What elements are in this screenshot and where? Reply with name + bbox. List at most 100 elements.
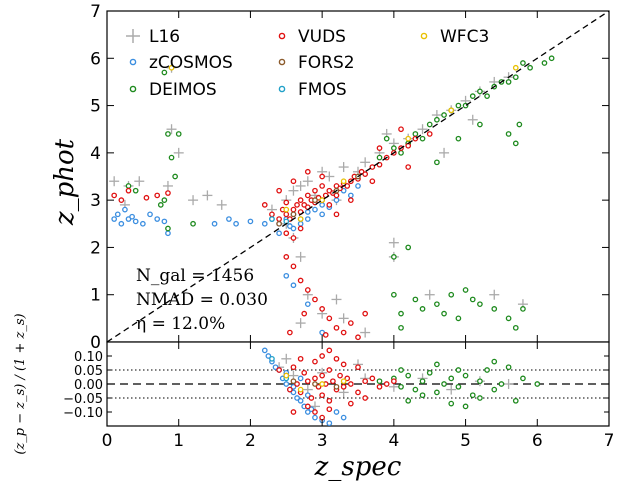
data-point-vuds (276, 187, 282, 194)
data-point-fors2 (290, 378, 297, 385)
data-point-zcosmos (304, 301, 311, 308)
data-point-vuds (283, 199, 290, 206)
data-point-deimos (541, 60, 548, 66)
data-point-deimos (441, 112, 447, 118)
data-point-zcosmos (312, 206, 318, 213)
y-tick-label: 7 (90, 2, 101, 22)
data-point-vuds (337, 372, 343, 379)
data-point-deimos (469, 296, 476, 303)
data-point-vuds (326, 202, 333, 208)
residual-data-points (261, 347, 541, 426)
main-y-tick-labels: 0 1 2 3 4 5 6 7 (90, 2, 609, 353)
data-point-deimos (376, 154, 383, 161)
data-point-zcosmos (319, 211, 325, 218)
eta-annotation: η = 12.0% (136, 314, 225, 334)
data-point-fors2 (312, 197, 318, 203)
data-point-deimos (448, 291, 455, 298)
data-point-vuds (290, 178, 297, 185)
data-point-zcosmos (340, 414, 347, 421)
x-tick-label: 3 (317, 431, 328, 451)
data-point-vuds (369, 375, 376, 382)
data-point-deimos (405, 397, 412, 404)
data-point-l16 (188, 195, 199, 206)
data-point-zcosmos (308, 406, 315, 413)
data-point-l16 (302, 176, 313, 187)
data-point-vuds (369, 178, 376, 185)
residual-panel: 0.100.050.00−0.05−0.10 (z_p − z_s) / (1 … (13, 313, 610, 455)
data-point-zcosmos (294, 395, 300, 401)
data-point-l16 (324, 171, 335, 182)
data-point-zcosmos (326, 420, 333, 426)
data-point-l16 (417, 124, 428, 135)
legend-marker (129, 85, 137, 93)
data-point-vuds (308, 395, 315, 401)
data-point-vuds (312, 358, 318, 365)
data-point-zcosmos (147, 211, 153, 218)
data-point-deimos (412, 386, 419, 393)
data-point-fors2 (290, 211, 297, 218)
data-point-vuds (347, 381, 354, 387)
data-point-deimos (391, 291, 397, 298)
data-point-deimos (448, 400, 455, 407)
legend-item-fmos: FMOS (278, 80, 347, 100)
x-tick-label: 4 (388, 431, 399, 451)
data-point-fmos (269, 216, 275, 222)
data-point-deimos (434, 116, 440, 123)
data-point-wfc3 (405, 135, 412, 142)
data-point-vuds (304, 403, 311, 410)
x-tick-label: 0 (102, 431, 113, 451)
data-point-deimos (462, 372, 469, 379)
data-point-deimos (419, 378, 426, 385)
data-point-zcosmos (140, 220, 146, 227)
data-point-vuds (165, 190, 171, 196)
data-point-vuds (426, 131, 433, 137)
data-point-l16 (446, 384, 457, 395)
data-point-vuds (297, 277, 304, 284)
data-point-wfc3 (448, 107, 455, 114)
data-point-vuds (297, 355, 304, 362)
data-point-vuds (312, 187, 318, 194)
legend-label: WFC3 (440, 27, 489, 47)
data-point-deimos (512, 140, 519, 147)
ngal-annotation: N_gal = 1456 (136, 266, 254, 286)
data-point-deimos (520, 306, 526, 312)
data-point-l16 (295, 318, 306, 329)
data-point-zcosmos (287, 223, 293, 229)
data-point-vuds (362, 378, 369, 385)
data-point-vuds (312, 375, 318, 382)
data-point-deimos (398, 310, 404, 317)
data-point-vuds (355, 364, 361, 371)
data-point-deimos (405, 244, 412, 251)
one-to-one-reference-line (106, 10, 610, 343)
data-point-deimos (391, 145, 397, 151)
data-point-deimos (398, 367, 404, 373)
data-point-l16 (439, 147, 450, 158)
data-point-vuds (269, 211, 275, 218)
residual-y-tick-labels: 0.100.050.00−0.05−0.10 (63, 350, 609, 421)
data-point-vuds (322, 332, 329, 338)
data-point-vuds (362, 310, 369, 317)
legend-label: FORS2 (298, 53, 355, 73)
data-point-deimos (512, 324, 519, 331)
data-point-zcosmos (304, 216, 311, 222)
data-point-vuds (398, 126, 404, 133)
data-point-vuds (319, 372, 325, 379)
data-point-zcosmos (111, 216, 118, 222)
data-point-vuds (319, 183, 325, 189)
data-point-zcosmos (304, 209, 311, 215)
data-point-deimos (161, 197, 168, 203)
data-point-deimos (398, 150, 404, 156)
data-point-vuds (340, 383, 347, 390)
data-point-vuds (304, 287, 311, 293)
data-point-vuds (347, 320, 354, 326)
legend-item-l16: L16 (126, 27, 180, 47)
y-tick-label: 3 (90, 191, 101, 211)
main-y-axis-label: z_phot (50, 138, 80, 226)
data-point-zcosmos (118, 220, 125, 227)
data-point-wfc3 (283, 372, 290, 379)
data-point-vuds (304, 168, 311, 175)
data-point-deimos (398, 324, 404, 331)
data-point-zcosmos (247, 218, 254, 225)
data-point-l16 (424, 289, 435, 300)
data-point-vuds (330, 378, 336, 385)
